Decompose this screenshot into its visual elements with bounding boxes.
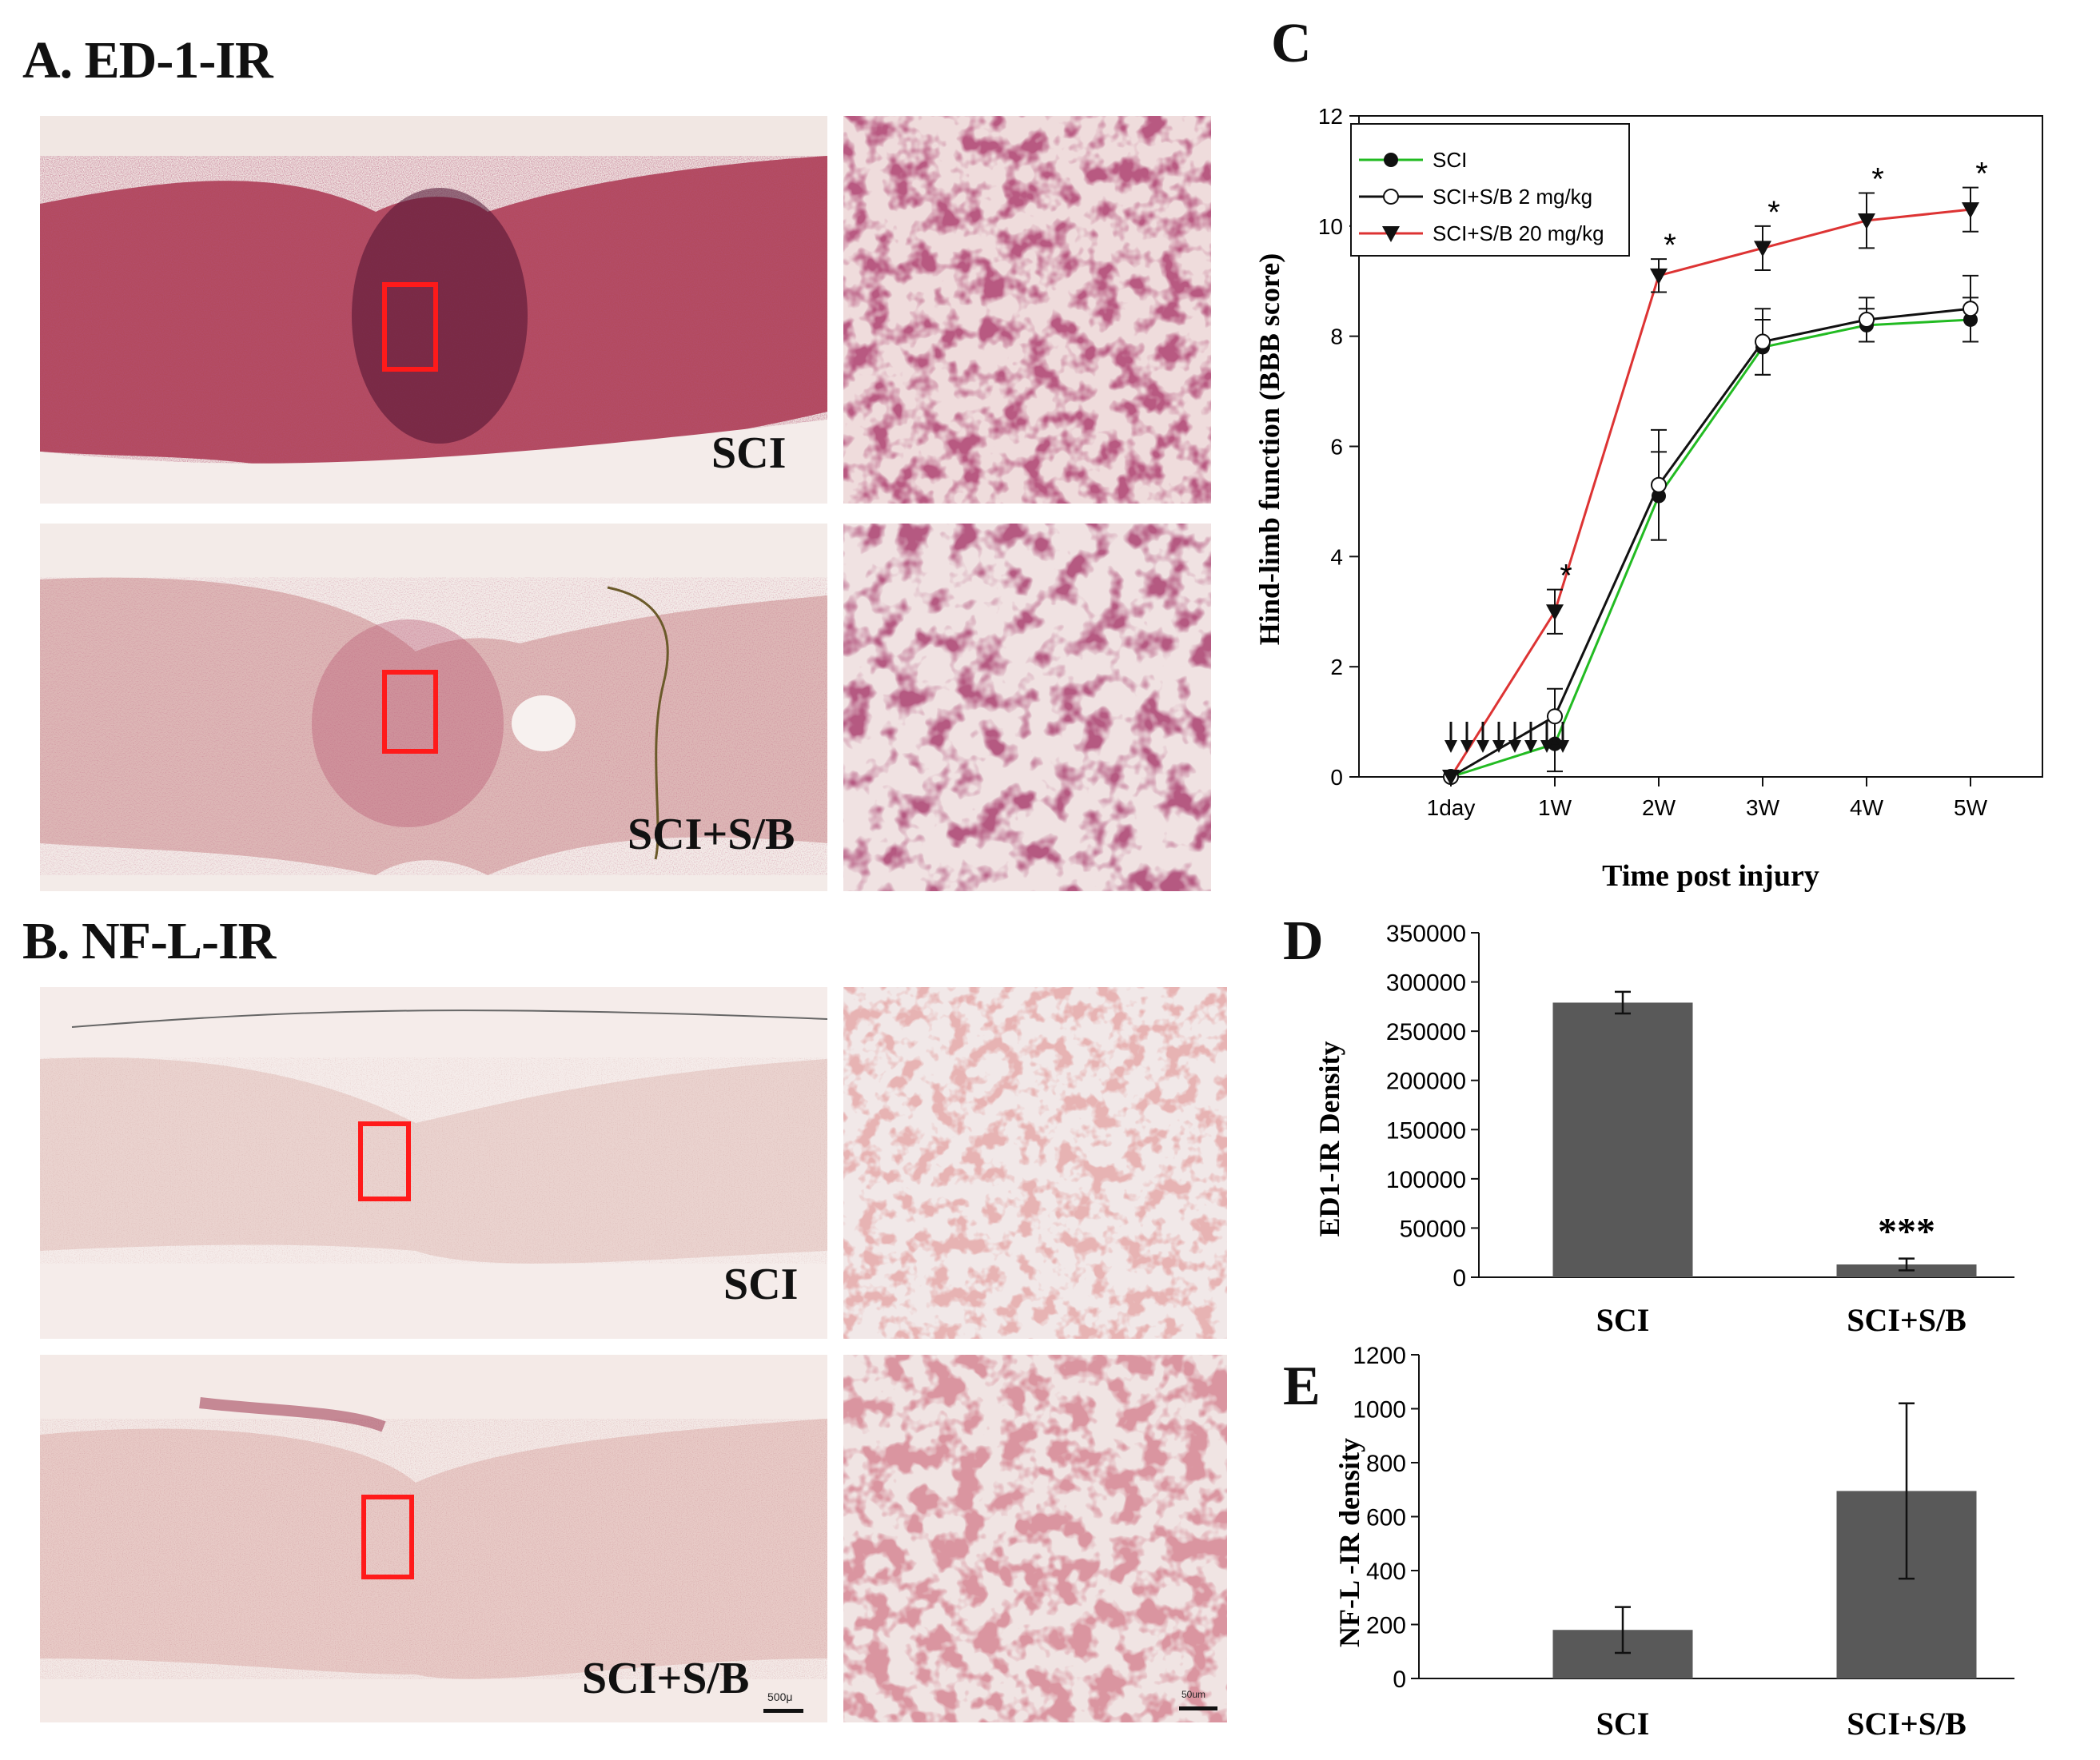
chart-c-dose-arrowhead	[1556, 740, 1569, 753]
chart-c-dose-arrowhead	[1492, 740, 1505, 753]
chart-d-ytick-label: 0	[1452, 1265, 1466, 1292]
micrograph-ed1-sci-zoom	[843, 116, 1211, 504]
chart-c-xlabel: Time post injury	[1602, 859, 1819, 893]
chart-c-legend-marker	[1382, 226, 1400, 242]
panel-a-title: A. ED-1-IR	[22, 31, 273, 90]
chart-c-xtick-label: 4W	[1850, 795, 1884, 820]
chart-d-ytick-label: 350000	[1386, 921, 1466, 947]
micrograph-ed1-sci-sb-zoom	[843, 524, 1211, 891]
chart-c-line-2	[1449, 208, 1971, 778]
chart-d-ytick-label: 100000	[1386, 1167, 1466, 1193]
chart-d-ylabel: ED1-IR Density	[1313, 1041, 1345, 1236]
chart-e-category-label: SCI+S/B	[1847, 1706, 1967, 1742]
chart-c-ytick-label: 8	[1330, 325, 1343, 349]
chart-e-ytick-label: 0	[1393, 1666, 1406, 1693]
label-ed1-sci-sb: SCI+S/B	[628, 810, 795, 859]
chart-c-xtick-label: 2W	[1642, 795, 1676, 820]
label-nfl-sci-sb: SCI+S/B	[582, 1654, 750, 1703]
scale-bar-zoom	[1179, 1706, 1217, 1710]
chart-c-legend-label: SCI	[1433, 148, 1467, 172]
chart-d-ytick-label: 300000	[1386, 970, 1466, 997]
chart-c-ylabel: Hind-limb function (BBB score)	[1253, 253, 1285, 645]
label-ed1-sci: SCI	[711, 428, 787, 478]
chart-c-significance: *	[1975, 157, 1988, 192]
chart-c-ytick-label: 4	[1330, 544, 1343, 569]
roi-box-nfl-sci	[358, 1121, 411, 1201]
chart-c-point	[1859, 311, 1875, 328]
chart-e-ytick-label: 400	[1366, 1559, 1406, 1585]
panel-e-letter: E	[1283, 1356, 1321, 1417]
chart-d-ytick-label: 50000	[1400, 1216, 1466, 1242]
chart-c-dose-arrowhead	[1540, 740, 1553, 753]
chart-e-ytick-label: 1000	[1353, 1397, 1406, 1424]
chart-c-xtick-label: 1W	[1538, 795, 1572, 820]
chart-c-ytick-label: 12	[1318, 104, 1343, 129]
chart-c-point	[1754, 241, 1771, 257]
chart-c-significance: *	[1560, 559, 1572, 594]
chart-e-ytick-label: 200	[1366, 1613, 1406, 1639]
micrograph-nfl-sci-sb-zoom	[843, 1355, 1227, 1722]
chart-c-significance: *	[1767, 195, 1780, 230]
chart-c-point	[1755, 333, 1771, 350]
panel-c-letter: C	[1271, 13, 1312, 74]
chart-c-point	[1651, 476, 1667, 493]
chart-e-ytick-label: 800	[1366, 1451, 1406, 1477]
scale-label-main: 500μ	[767, 1690, 793, 1703]
chart-d-ytick-label: 250000	[1386, 1019, 1466, 1045]
chart-d-bar	[1552, 1002, 1693, 1277]
chart-c-dose-arrowhead	[1524, 740, 1537, 753]
micrograph-ed1-sci-sb	[40, 524, 827, 891]
chart-c-significance: *	[1664, 228, 1676, 263]
chart-c-legend-marker	[1383, 189, 1399, 205]
label-nfl-sci: SCI	[723, 1260, 799, 1309]
panel-d-letter: D	[1283, 910, 1324, 972]
chart-d-significance: ***	[1878, 1211, 1935, 1253]
chart-c-ytick-label: 2	[1330, 655, 1343, 679]
chart-c-dose-arrowhead	[1476, 740, 1489, 753]
chart-c-point	[1962, 202, 1979, 219]
chart-d-ytick-label: 150000	[1386, 1117, 1466, 1144]
roi-box-nfl-sci-sb	[361, 1495, 414, 1579]
panel-b-title: B. NF-L-IR	[22, 912, 276, 970]
roi-box-ed1-sci-sb	[382, 670, 438, 754]
chart-c-xtick-label: 1day	[1427, 795, 1476, 820]
chart-c-ytick-label: 0	[1330, 765, 1343, 790]
chart-c-xtick-label: 5W	[1954, 795, 1988, 820]
chart-c-dose-arrowhead	[1508, 740, 1521, 753]
chart-c-significance: *	[1871, 161, 1884, 197]
chart-c-line-0	[1450, 318, 1971, 778]
chart-e-ylabel: NF-L -IR density	[1333, 1438, 1365, 1647]
chart-c-legend-label: SCI+S/B 20 mg/kg	[1433, 221, 1604, 245]
roi-box-ed1-sci	[382, 282, 438, 372]
micrograph-nfl-sci-sb	[40, 1355, 827, 1722]
chart-c-ytick-label: 6	[1330, 435, 1343, 460]
micrograph-nfl-sci	[40, 987, 827, 1339]
chart-c-ytick-label: 10	[1318, 214, 1343, 239]
chart-c-dose-arrowhead	[1460, 740, 1473, 753]
chart-d-category-label: SCI+S/B	[1847, 1302, 1967, 1338]
chart-c-legend-label: SCI+S/B 2 mg/kg	[1433, 185, 1592, 209]
scale-label-zoom: 50um	[1181, 1689, 1206, 1700]
chart-d-category-label: SCI	[1596, 1302, 1650, 1338]
chart-c-line-1	[1450, 307, 1971, 778]
chart-e-ytick-label: 600	[1366, 1505, 1406, 1531]
chart-e-category-label: SCI	[1596, 1706, 1650, 1742]
chart-c-point	[1546, 604, 1564, 621]
chart-c-point	[1442, 770, 1460, 786]
chart-c-dose-arrowhead	[1444, 740, 1457, 753]
scale-bar-main	[763, 1709, 803, 1713]
chart-c-point	[1547, 708, 1563, 725]
chart-c-xtick-label: 3W	[1746, 795, 1780, 820]
chart-c-point	[1963, 301, 1978, 317]
chart-c-legend-marker	[1384, 153, 1398, 167]
chart-d-ytick-label: 200000	[1386, 1069, 1466, 1095]
chart-c-point	[1650, 268, 1668, 285]
chart-c-point	[1858, 213, 1875, 229]
micrograph-nfl-sci-zoom	[843, 987, 1227, 1339]
chart-e-ytick-label: 1200	[1353, 1343, 1406, 1369]
